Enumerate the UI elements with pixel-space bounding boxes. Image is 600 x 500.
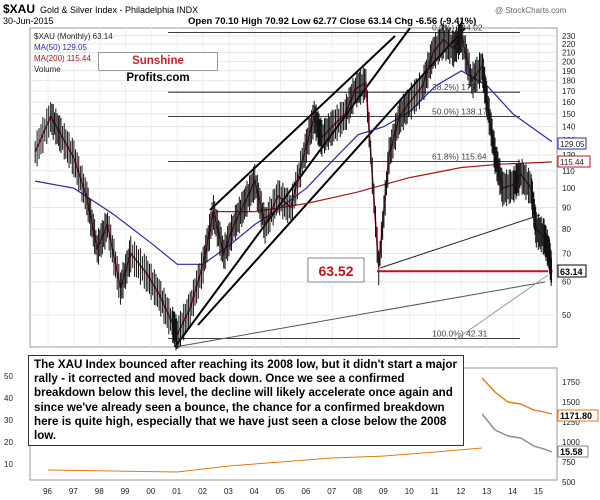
x-tick-01: 01 xyxy=(172,487,181,496)
x-tick-97: 97 xyxy=(69,487,78,496)
y-tick-80: 80 xyxy=(562,225,571,234)
lower-left-tick-40: 40 xyxy=(4,394,13,403)
lower-panel-series xyxy=(48,377,553,473)
x-tick-02: 02 xyxy=(198,487,207,496)
annotation-box: The XAU Index bounced after reaching its… xyxy=(28,355,464,447)
legend-xau: $XAU (Monthly) 63.14 xyxy=(34,32,113,41)
gold-line xyxy=(481,377,553,415)
y-axis-labels: 5060708090100110120130140150160170180190… xyxy=(562,32,576,320)
silver-tag: 15.58 xyxy=(560,447,583,457)
price-tag: 63.14 xyxy=(560,267,583,277)
fib-label-0: 0.0%) 234.02 xyxy=(432,23,483,33)
chart-ohlc: Open 70.10 High 70.92 Low 62.77 Close 63… xyxy=(188,16,476,27)
y-tick-110: 110 xyxy=(562,167,575,176)
fib-label-4: 100.0%) 42.31 xyxy=(432,328,488,338)
y-tick-160: 160 xyxy=(562,98,576,107)
x-tick-03: 03 xyxy=(224,487,233,496)
right-value-tags: 129.05 115.44 63.14 xyxy=(557,137,591,278)
silver-line xyxy=(481,413,553,453)
y-tick-220: 220 xyxy=(562,40,576,49)
stockcharts-watermark: @ StockCharts.com xyxy=(495,6,567,15)
ma50-tag: 129.05 xyxy=(560,140,585,149)
x-tick-08: 08 xyxy=(353,487,362,496)
y-tick-210: 210 xyxy=(562,48,576,57)
lower-right-tick-1000: 1000 xyxy=(562,438,580,447)
lower-right-tick-1250: 1250 xyxy=(562,418,580,427)
x-tick-15: 15 xyxy=(534,487,543,496)
fib-label-3: 61.8%) 115.64 xyxy=(432,152,487,162)
support-label-box xyxy=(307,257,365,283)
sunshine-profits-logo: Sunshine Profits.com xyxy=(98,52,218,84)
x-tick-09: 09 xyxy=(379,487,388,496)
legend-ma50: MA(50) 129.05 xyxy=(34,43,87,52)
legend-ma200: MA(200) 115.44 xyxy=(34,54,91,63)
x-tick-07: 07 xyxy=(327,487,336,496)
support-label: 63.52 xyxy=(318,263,353,279)
lower-right-axis: 1750 1500 1250 1000 750 500 xyxy=(562,378,580,487)
y-tick-170: 170 xyxy=(562,87,576,96)
y-tick-200: 200 xyxy=(562,57,576,66)
series-1 xyxy=(35,70,553,265)
x-tick-00: 00 xyxy=(146,487,155,496)
y-tick-50: 50 xyxy=(562,311,571,320)
y-tick-120: 120 xyxy=(562,151,576,160)
legend-volume: Volume xyxy=(34,65,61,74)
chart-name: Gold & Silver Index - Philadelphia INDX xyxy=(40,5,198,15)
x-tick-96: 96 xyxy=(43,487,52,496)
y-tick-190: 190 xyxy=(562,67,576,76)
x-tick-99: 99 xyxy=(121,487,130,496)
lower-left-tick-10: 10 xyxy=(4,460,13,469)
lower-right-tick-750: 750 xyxy=(562,458,576,467)
lower-left-tick-50: 50 xyxy=(4,372,13,381)
chart-symbol: $XAU xyxy=(3,2,35,16)
fib-label-1: 38.2%) 179 xyxy=(432,82,476,92)
ma200-tag: 115.44 xyxy=(560,158,584,167)
lower-right-tick-1500: 1500 xyxy=(562,398,580,407)
x-tick-05: 05 xyxy=(276,487,285,496)
lower-left-tick-20: 20 xyxy=(4,438,13,447)
chart-date: 30-Jun-2015 xyxy=(3,16,54,26)
x-tick-04: 04 xyxy=(250,487,259,496)
x-tick-14: 14 xyxy=(508,487,517,496)
x-tick-11: 11 xyxy=(431,487,440,496)
lower-left-tick-30: 30 xyxy=(4,416,13,425)
x-tick-98: 98 xyxy=(95,487,104,496)
x-tick-13: 13 xyxy=(482,487,491,496)
lower-right-tick-1750: 1750 xyxy=(562,378,580,387)
x-tick-10: 10 xyxy=(405,487,414,496)
gold-line-left xyxy=(48,447,483,473)
y-tick-70: 70 xyxy=(562,250,571,259)
y-tick-90: 90 xyxy=(562,204,571,213)
gold-tag: 1171.80 xyxy=(560,411,592,421)
fib-label-2: 50.0%) 138.17 xyxy=(432,106,488,116)
y-tick-180: 180 xyxy=(562,77,576,86)
lower-right-tick-500: 500 xyxy=(562,478,576,487)
x-axis-labels: 96 97 98 99 00 01 02 03 04 05 06 07 08 09 10 11 12 13 14 15 xyxy=(43,487,543,496)
price-series xyxy=(34,20,553,351)
y-tick-230: 230 xyxy=(562,32,576,41)
y-tick-60: 60 xyxy=(562,278,571,287)
x-tick-12: 12 xyxy=(456,487,465,496)
y-tick-150: 150 xyxy=(562,110,576,119)
grid-lines xyxy=(30,28,557,347)
lower-left-axis: 50 40 30 20 10 xyxy=(4,372,13,469)
x-tick-06: 06 xyxy=(301,487,310,496)
y-tick-140: 140 xyxy=(562,123,576,132)
y-tick-100: 100 xyxy=(562,184,576,193)
